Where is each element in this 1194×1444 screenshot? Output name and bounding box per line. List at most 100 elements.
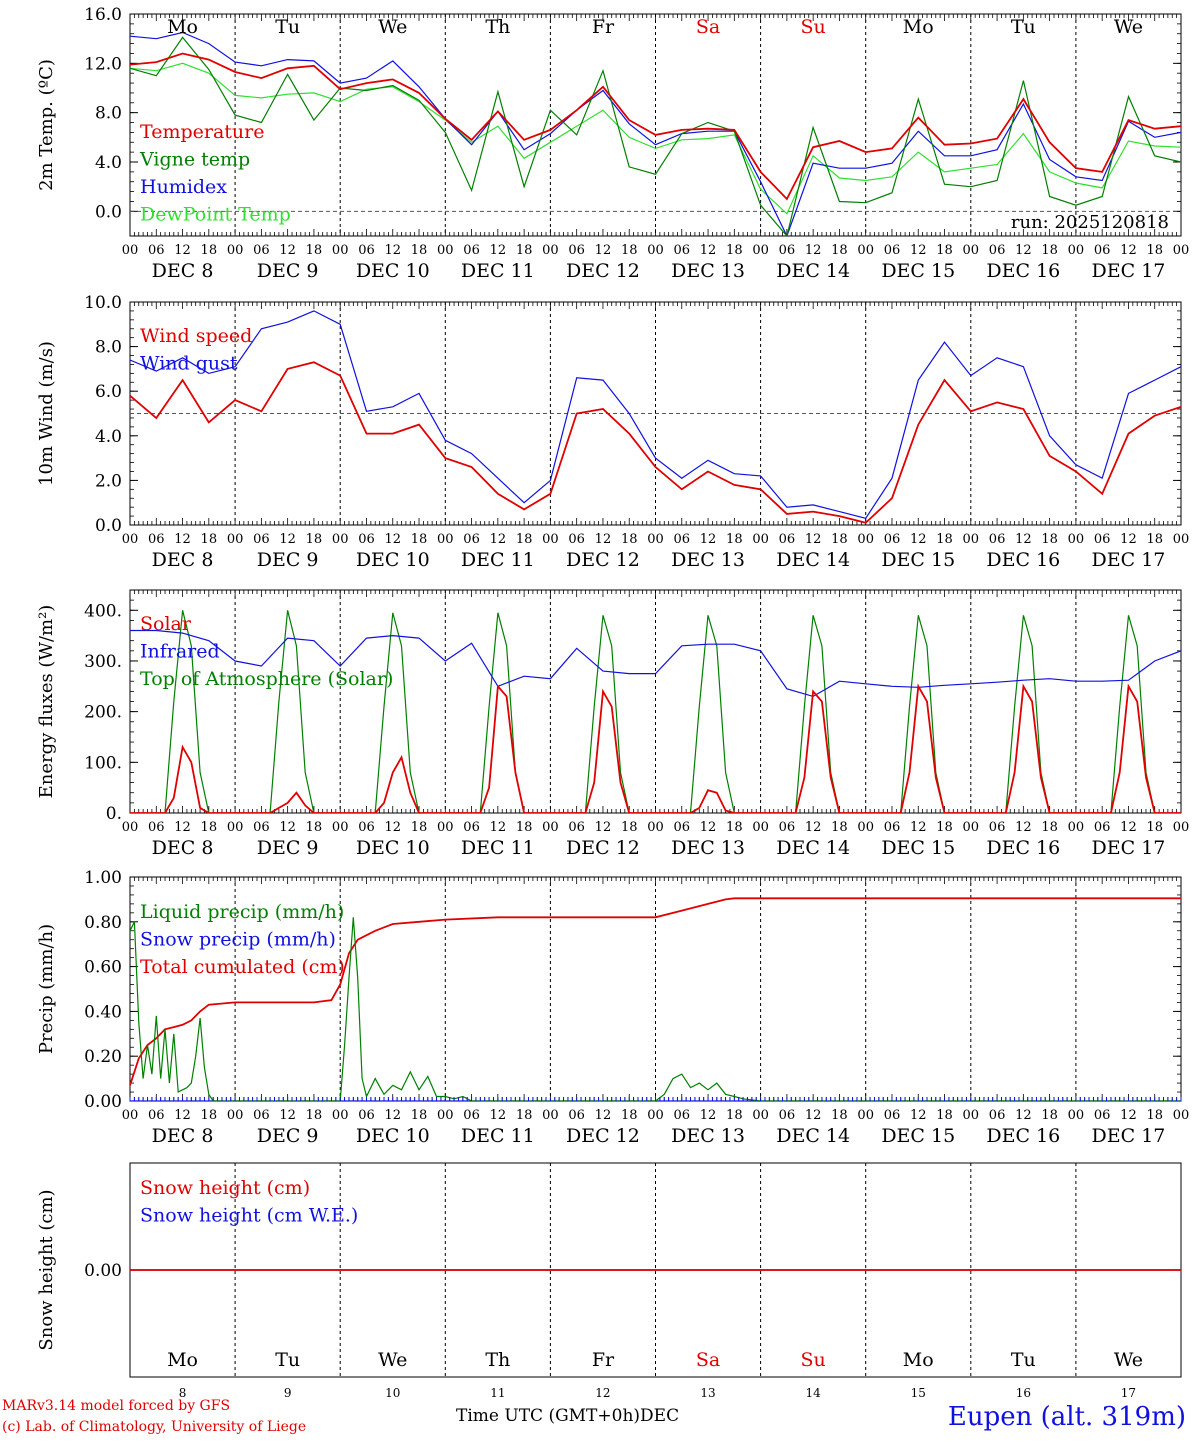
hour-tick-label: 06	[463, 532, 480, 547]
hour-tick-label: 12	[384, 532, 401, 547]
y-tick-label: 4.0	[95, 153, 122, 173]
hour-tick-label: 00	[122, 243, 139, 258]
station-label: Eupen (alt. 319m)	[947, 1402, 1186, 1432]
hour-tick-label: 18	[1041, 820, 1058, 835]
hour-tick-label: 00	[437, 1108, 454, 1123]
hour-tick-label: 06	[463, 243, 480, 258]
hour-tick-label: 12	[1120, 820, 1137, 835]
hour-tick-label: 06	[989, 1108, 1006, 1123]
hour-tick-label: 06	[1094, 1108, 1111, 1123]
hour-tick-label: 06	[253, 820, 270, 835]
date-label: DEC 14	[776, 837, 850, 859]
hour-tick-label: 00	[963, 820, 980, 835]
hour-tick-label: 18	[621, 532, 638, 547]
y-tick-label: 400.	[84, 601, 122, 621]
weekday-label-top: Th	[485, 16, 510, 38]
y-tick-label: 0.00	[84, 1261, 122, 1281]
hour-tick-label: 06	[253, 1108, 270, 1123]
hour-tick-label: 00	[963, 532, 980, 547]
hour-tick-label: 12	[595, 1108, 612, 1123]
hour-tick-label: 06	[674, 532, 691, 547]
series-line-liquid-precip-mm-h-	[130, 917, 1181, 1101]
date-label: DEC 14	[776, 260, 850, 282]
hour-tick-label: 18	[831, 532, 848, 547]
legend-snow-height-cm-w-e-: Snow height (cm W.E.)	[140, 1205, 358, 1227]
hour-tick-label: 00	[752, 243, 769, 258]
date-label: DEC 17	[1092, 260, 1166, 282]
date-label: DEC 11	[461, 837, 535, 859]
series-line-vigne-temp	[130, 36, 1181, 236]
hour-tick-label: 06	[989, 243, 1006, 258]
hour-tick-label: 12	[490, 1108, 507, 1123]
date-label: DEC 12	[566, 837, 640, 859]
y-tick-label: 0.	[106, 804, 122, 824]
legend-infrared: Infrared	[140, 641, 220, 663]
date-label: DEC 13	[671, 1125, 745, 1147]
y-axis-label: Snow height (cm)	[36, 1189, 57, 1350]
hour-tick-label: 12	[805, 820, 822, 835]
hour-tick-label: 00	[542, 243, 559, 258]
hour-tick-label: 00	[227, 820, 244, 835]
hour-tick-label: 06	[779, 243, 796, 258]
hour-tick-label: 12	[384, 820, 401, 835]
hour-tick-label: 18	[516, 820, 533, 835]
hour-tick-label: 00	[332, 532, 349, 547]
hour-tick-label: 00	[542, 820, 559, 835]
date-label: DEC 9	[257, 260, 319, 282]
hour-tick-label: 06	[253, 243, 270, 258]
hour-tick-label: 06	[568, 532, 585, 547]
hour-tick-label: 12	[279, 820, 296, 835]
date-label: DEC 12	[566, 260, 640, 282]
hour-tick-label: 00	[1068, 820, 1085, 835]
y-tick-label: 8.0	[95, 338, 122, 358]
hour-tick-label: 12	[384, 243, 401, 258]
weekday-label-bottom: Fr	[592, 1349, 615, 1371]
y-tick-label: 0.00	[84, 1092, 122, 1112]
hour-tick-label: 06	[568, 243, 585, 258]
hour-tick-label: 12	[279, 532, 296, 547]
month-label: DEC	[640, 1406, 680, 1426]
hour-tick-label: 12	[1015, 532, 1032, 547]
legend-wind-gust: Wind gust	[140, 353, 238, 375]
series-line-total-cumulated-cm-	[130, 897, 1181, 1086]
panel-4: 00 06 12 18 DEC 8 00 06 12 18 DEC 9 00 06 12 18 DEC 10…	[36, 868, 1189, 1147]
day-number-label: 10	[385, 1386, 400, 1400]
date-label: DEC 9	[257, 837, 319, 859]
date-label: DEC 16	[986, 549, 1060, 571]
legend-top-of-atmosphere-solar-: Top of Atmosphere (Solar)	[140, 668, 393, 690]
hour-tick-label: 18	[201, 1108, 218, 1123]
hour-tick-label: 06	[674, 1108, 691, 1123]
run-annotation: run: 2025120818	[1011, 212, 1169, 233]
weekday-label-bottom: Mo	[903, 1349, 934, 1371]
hour-tick-label: 00	[752, 532, 769, 547]
hour-tick-label: 12	[805, 532, 822, 547]
hour-tick-label: 06	[358, 243, 375, 258]
series-line-infrared	[130, 629, 1181, 698]
date-label: DEC 14	[776, 549, 850, 571]
weekday-label-top: We	[378, 16, 407, 38]
hour-tick-label: 12	[910, 532, 927, 547]
series-line-wind-gust	[130, 310, 1181, 519]
hour-tick-label: 06	[989, 532, 1006, 547]
hour-tick-label: 00	[647, 532, 664, 547]
date-label: DEC 8	[152, 837, 214, 859]
hour-tick-label: 00	[1173, 243, 1190, 258]
y-tick-label: 16.0	[84, 5, 122, 25]
hour-tick-label: 06	[148, 1108, 165, 1123]
hour-tick-label: 18	[831, 1108, 848, 1123]
panel-2: 00 06 12 18 DEC 8 00 06 12 18 DEC 9 00 06 12 18 DEC 10…	[36, 293, 1189, 571]
hour-tick-label: 12	[1120, 532, 1137, 547]
weekday-label-top: Su	[801, 16, 826, 38]
hour-tick-label: 18	[621, 243, 638, 258]
y-tick-label: 0.80	[84, 913, 122, 933]
hour-tick-label: 18	[936, 243, 953, 258]
hour-tick-label: 06	[253, 532, 270, 547]
hour-tick-label: 00	[647, 820, 664, 835]
day-number-label: 13	[700, 1386, 715, 1400]
y-tick-label: 200.	[84, 703, 122, 723]
hour-tick-label: 12	[910, 243, 927, 258]
date-label: DEC 16	[986, 1125, 1060, 1147]
hour-tick-label: 06	[148, 243, 165, 258]
hour-tick-label: 00	[752, 1108, 769, 1123]
